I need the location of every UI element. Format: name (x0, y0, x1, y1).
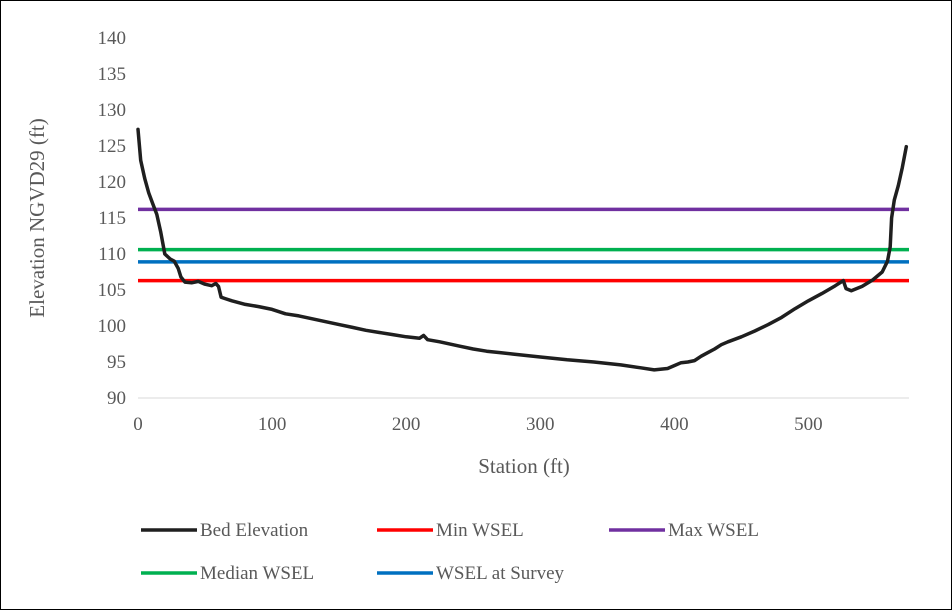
y-tick-label: 140 (98, 28, 127, 49)
legend-label-min-wsel: Min WSEL (436, 520, 524, 541)
y-tick-label: 95 (107, 352, 126, 373)
x-tick-label: 500 (794, 414, 823, 435)
x-tick-label: 100 (258, 414, 287, 435)
y-tick-label: 100 (98, 316, 127, 337)
y-tick-label: 105 (98, 280, 127, 301)
bed-elevation-series (136, 127, 909, 372)
bed-elevation-line (136, 127, 909, 372)
y-tick-label: 125 (98, 136, 127, 157)
x-tick-label: 300 (526, 414, 555, 435)
x-tick-label: 0 (133, 414, 143, 435)
y-tick-label: 130 (98, 100, 127, 121)
x-tick-labels: 0 100 200 300 400 500 (133, 414, 822, 435)
x-tick-label: 200 (392, 414, 421, 435)
y-tick-label: 135 (98, 64, 127, 85)
x-axis-title: Station (ft) (478, 454, 570, 478)
x-tick-label: 400 (660, 414, 689, 435)
y-tick-labels: 90 95 100 105 110 115 120 125 130 135 140 (98, 28, 127, 409)
y-tick-label: 120 (98, 172, 127, 193)
y-tick-label: 115 (98, 208, 126, 229)
y-tick-label: 110 (98, 244, 126, 265)
legend-label-median-wsel: Median WSEL (200, 563, 314, 584)
y-tick-label: 90 (107, 388, 126, 409)
y-axis-title: Elevation NGVD29 (ft) (25, 118, 49, 317)
legend-label-max-wsel: Max WSEL (668, 520, 759, 541)
legend-label-wsel-at-survey: WSEL at Survey (436, 563, 565, 584)
wsel-lines (138, 207, 909, 283)
legend: Bed Elevation Min WSEL Max WSEL Median WSEL… (141, 520, 759, 584)
legend-label-bed-elevation: Bed Elevation (200, 520, 309, 541)
